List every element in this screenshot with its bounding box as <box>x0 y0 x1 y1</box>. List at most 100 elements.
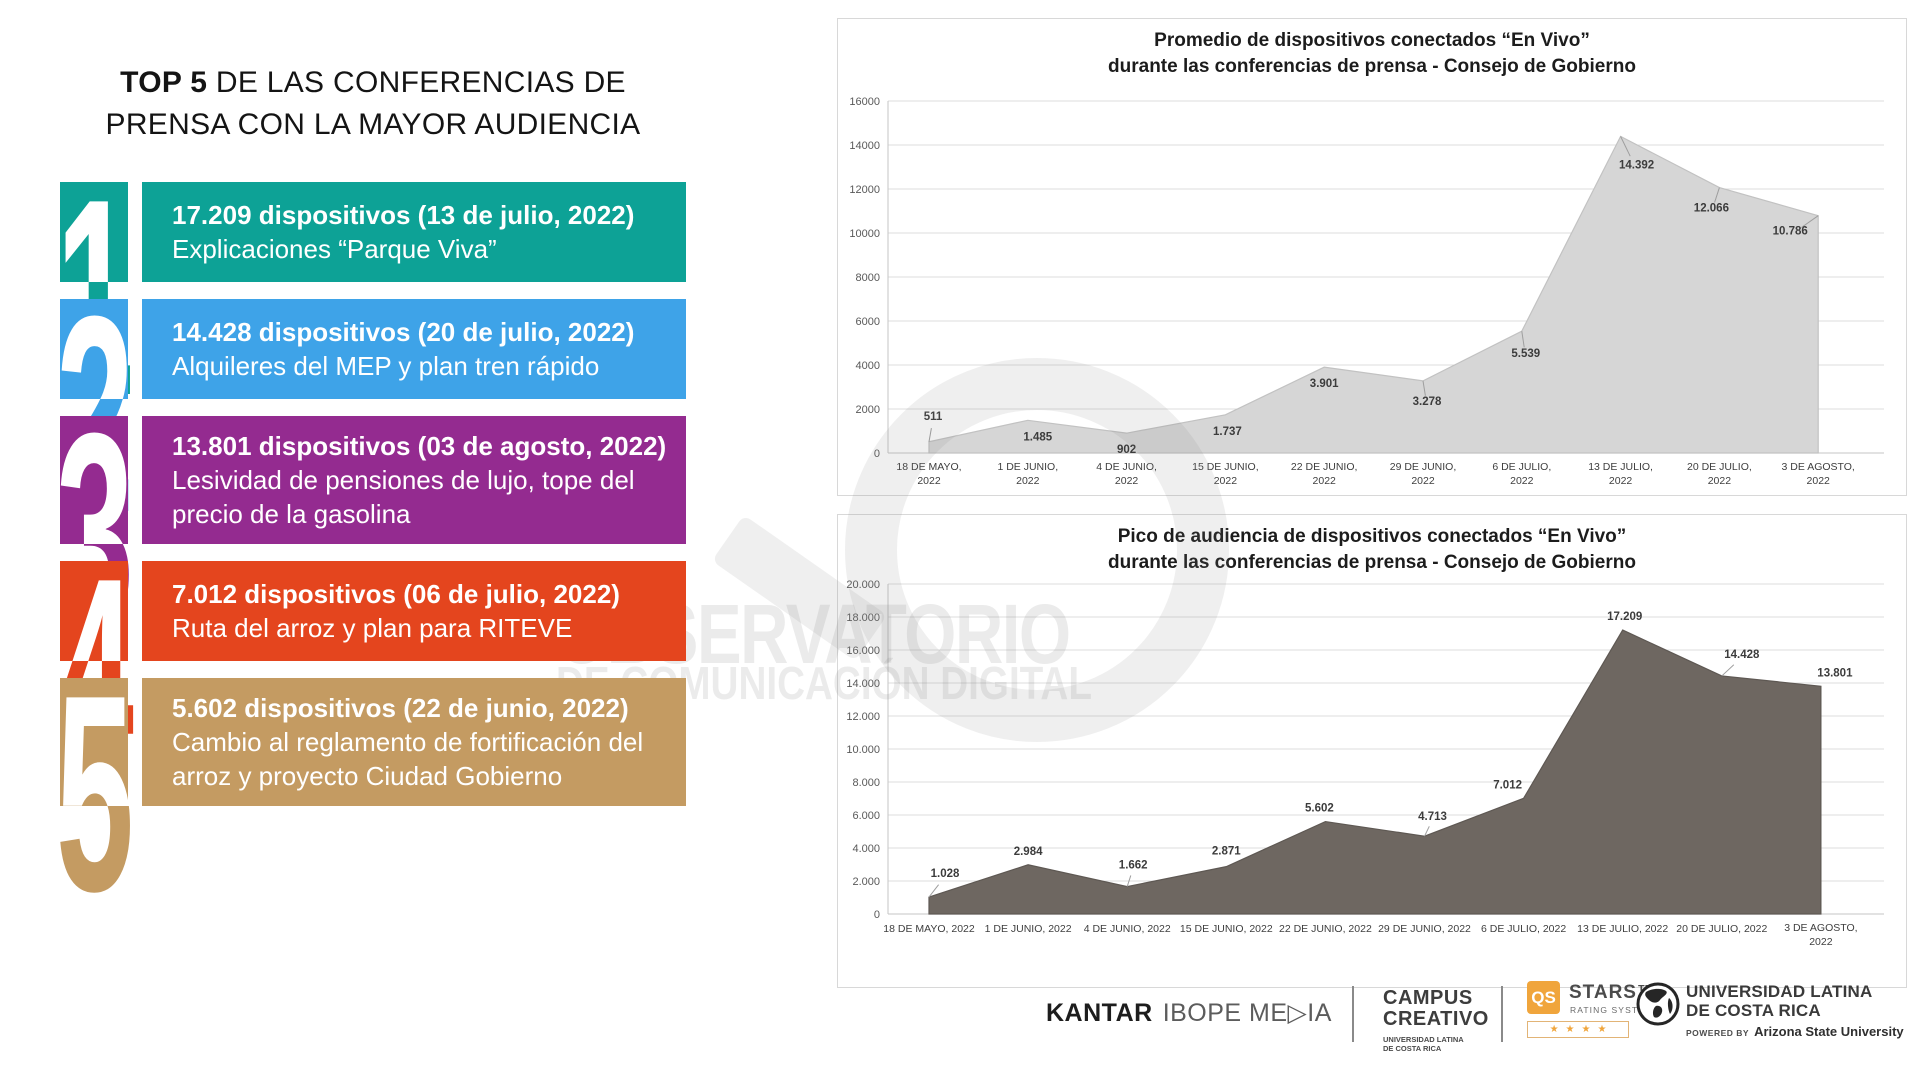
kantar-wordmark: KANTAR <box>1046 999 1153 1027</box>
svg-text:18.000: 18.000 <box>846 612 880 624</box>
svg-text:2022: 2022 <box>1313 475 1337 487</box>
chart-promedio-title: Promedio de dispositivos conectados “En … <box>1108 30 1636 78</box>
svg-text:20 DE JULIO,: 20 DE JULIO, <box>1687 461 1752 473</box>
rank-numeral-white: 4 <box>60 561 128 661</box>
rank-bar: 5.602 dispositivos (22 de junio, 2022) Ca… <box>142 678 686 806</box>
svg-text:6.000: 6.000 <box>852 810 880 822</box>
page-title-rest: DE LAS CONFERENCIAS DE PRENSA CON LA MAY… <box>105 66 641 141</box>
x-axis-labels: 18 DE MAYO, 2022 1 DE JUNIO, 2022 4 DE JUN… <box>883 922 1857 948</box>
svg-text:17.209: 17.209 <box>1607 611 1642 623</box>
data-labels: 511 1.485 902 1.737 3.901 3.278 5.539 14.392 12.… <box>924 136 1819 456</box>
svg-text:20.000: 20.000 <box>846 579 880 591</box>
svg-text:2022: 2022 <box>1016 475 1040 487</box>
svg-text:20 DE JULIO, 2022: 20 DE JULIO, 2022 <box>1676 923 1767 935</box>
rank-headline: 13.801 dispositivos (03 de agosto, 2022) <box>172 430 667 461</box>
svg-text:6 DE JULIO,: 6 DE JULIO, <box>1492 461 1551 473</box>
svg-text:1.485: 1.485 <box>1023 431 1052 443</box>
rank-number-block: 5 <box>60 678 128 806</box>
svg-text:12.066: 12.066 <box>1694 203 1729 215</box>
qs-rating-system-label: RATING SYSTEM <box>1570 1005 1654 1015</box>
campus-creativo-logo: CAMPUS CREATIVO UNIVERSIDAD LATINA DE COS… <box>1383 988 1489 1054</box>
star-icon: ★ <box>1597 1023 1607 1035</box>
campus-line1: CAMPUS <box>1383 987 1473 1009</box>
chart-pico-title: Pico de audiencia de dispositivos conect… <box>1108 526 1636 574</box>
top5-panel: TOP 5 DE LAS CONFERENCIAS DE PRENSA CON … <box>60 62 686 918</box>
rank-bar: 7.012 dispositivos (06 de julio, 2022) Ru… <box>142 561 686 661</box>
campus-subtext: UNIVERSIDAD LATINA DE COSTA RICA <box>1383 1035 1464 1054</box>
svg-text:2022: 2022 <box>917 475 941 487</box>
svg-text:22 DE JUNIO,: 22 DE JUNIO, <box>1291 461 1358 473</box>
svg-text:29 DE JUNIO, 2022: 29 DE JUNIO, 2022 <box>1378 923 1471 935</box>
rank-numeral-overflow: 5 <box>60 806 142 918</box>
area-series <box>928 629 1822 915</box>
rank-row-3: 13.801 dispositivos (03 de agosto, 2022)… <box>60 416 686 656</box>
globe-icon <box>1636 982 1680 1031</box>
svg-text:8000: 8000 <box>856 272 880 284</box>
svg-text:3.278: 3.278 <box>1413 396 1442 408</box>
svg-text:1 DE JUNIO,: 1 DE JUNIO, <box>997 461 1058 473</box>
svg-text:4 DE JUNIO,: 4 DE JUNIO, <box>1096 461 1157 473</box>
svg-text:13 DE JULIO, 2022: 13 DE JULIO, 2022 <box>1577 923 1668 935</box>
svg-text:22 DE JUNIO, 2022: 22 DE JUNIO, 2022 <box>1279 923 1372 935</box>
svg-text:2022: 2022 <box>1411 475 1435 487</box>
svg-text:5.602: 5.602 <box>1305 803 1334 815</box>
universidad-latina-logo: UNIVERSIDAD LATINA DE COSTA RICA POWERED… <box>1686 982 1904 1039</box>
svg-text:6000: 6000 <box>856 316 880 328</box>
rank-numeral-white: 2 <box>60 299 128 399</box>
svg-text:16000: 16000 <box>849 96 880 108</box>
svg-text:10.786: 10.786 <box>1773 226 1808 238</box>
svg-text:18 DE MAYO, 2022: 18 DE MAYO, 2022 <box>883 923 975 935</box>
ranking-list: 17.209 dispositivos (13 de julio, 2022) E… <box>60 182 686 918</box>
svg-text:2022: 2022 <box>1809 936 1833 948</box>
rank-subline: Alquileres del MEP y plan tren rápido <box>172 351 600 381</box>
page-title: TOP 5 DE LAS CONFERENCIAS DE PRENSA CON … <box>60 62 686 146</box>
svg-text:2022: 2022 <box>1510 475 1534 487</box>
data-labels: 1.028 2.984 1.662 2.871 5.602 4.713 7.012 17.20… <box>928 611 1853 898</box>
svg-text:2.984: 2.984 <box>1014 846 1043 858</box>
svg-text:1 DE JUNIO, 2022: 1 DE JUNIO, 2022 <box>985 923 1072 935</box>
svg-text:10000: 10000 <box>849 228 880 240</box>
ibope-media-wordmark: IBOPE ME▷IA <box>1162 999 1332 1027</box>
rank-bar: 13.801 dispositivos (03 de agosto, 2022)… <box>142 416 686 544</box>
rank-numeral-white: 1 <box>60 182 128 282</box>
svg-text:0: 0 <box>874 909 880 921</box>
rank-subline: Lesividad de pensiones de lujo, tope del <box>172 464 635 495</box>
page-title-bold: TOP 5 <box>120 66 208 99</box>
rank-headline: 5.602 dispositivos (22 de junio, 2022) <box>172 692 629 723</box>
latina-line2: DE COSTA RICA <box>1686 1001 1821 1021</box>
rank-numeral-white: 3 <box>60 416 128 544</box>
svg-text:3.901: 3.901 <box>1310 378 1339 390</box>
svg-text:2.871: 2.871 <box>1212 846 1241 858</box>
svg-text:14.428: 14.428 <box>1724 649 1760 661</box>
rank-bar: 17.209 dispositivos (13 de julio, 2022) E… <box>142 182 686 282</box>
svg-text:14.392: 14.392 <box>1619 159 1654 171</box>
svg-text:18 DE MAYO,: 18 DE MAYO, <box>896 461 961 473</box>
rank-subline: Explicaciones “Parque Viva” <box>172 234 497 264</box>
rank-row-2: 14.428 dispositivos (20 de julio, 2022) A… <box>60 299 686 511</box>
svg-text:2022: 2022 <box>1115 475 1139 487</box>
svg-text:4 DE JUNIO, 2022: 4 DE JUNIO, 2022 <box>1084 923 1171 935</box>
kantar-ibope-logo: KANTAR IBOPE ME▷IA <box>1046 998 1332 1028</box>
rank-subline: arroz y proyecto Ciudad Gobierno <box>172 761 563 792</box>
x-axis-labels: 18 DE MAYO, 2022 1 DE JUNIO, 2022 4 DE JUNIO… <box>896 461 1854 487</box>
svg-text:1.662: 1.662 <box>1119 860 1148 872</box>
svg-text:13 DE JULIO,: 13 DE JULIO, <box>1588 461 1653 473</box>
svg-text:4000: 4000 <box>856 360 880 372</box>
chart-promedio-card: Promedio de dispositivos conectados “En … <box>837 18 1907 496</box>
svg-text:2022: 2022 <box>1807 475 1831 487</box>
logo-divider <box>1352 986 1354 1042</box>
svg-text:15 DE JUNIO,: 15 DE JUNIO, <box>1192 461 1259 473</box>
rank-number-block: 3 <box>60 416 128 544</box>
svg-text:10.000: 10.000 <box>846 744 880 756</box>
rank-number-block: 2 <box>60 299 128 399</box>
svg-text:3 DE AGOSTO,: 3 DE AGOSTO, <box>1782 461 1855 473</box>
svg-text:0: 0 <box>874 448 880 460</box>
star-icon: ★ <box>1565 1023 1575 1035</box>
rank-row-4: 7.012 dispositivos (06 de julio, 2022) Ru… <box>60 561 686 773</box>
svg-text:511: 511 <box>924 411 943 423</box>
svg-text:2.000: 2.000 <box>852 876 880 888</box>
rank-row-5: 5.602 dispositivos (22 de junio, 2022) Ca… <box>60 678 686 918</box>
svg-text:4.713: 4.713 <box>1418 811 1447 823</box>
svg-text:29 DE JUNIO,: 29 DE JUNIO, <box>1390 461 1457 473</box>
